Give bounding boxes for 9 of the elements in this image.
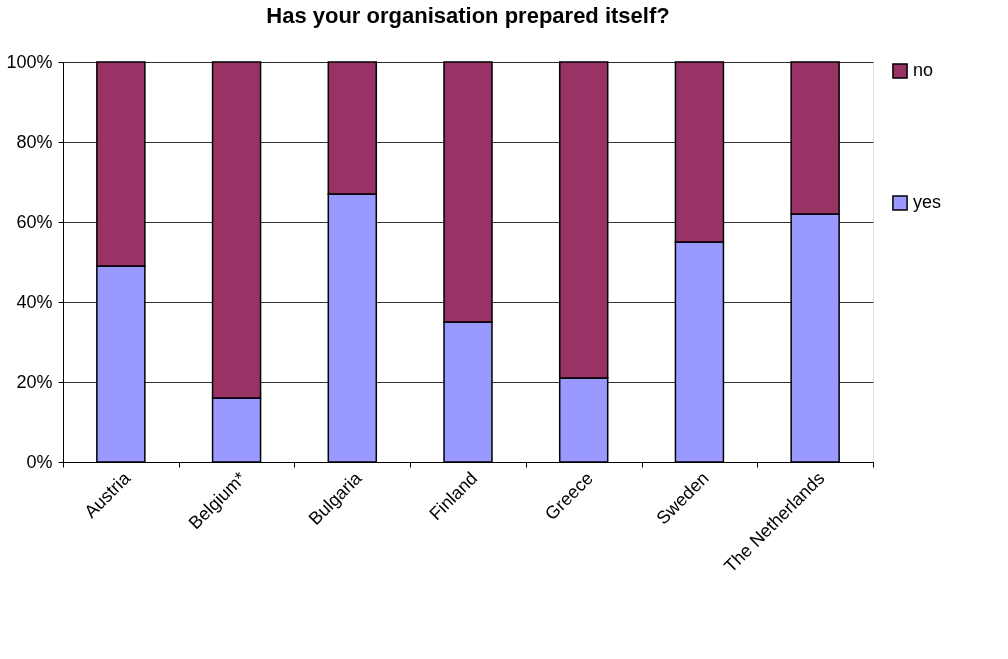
legend-label: yes: [913, 192, 942, 212]
y-tick-label: 0%: [26, 451, 53, 472]
y-tick-label: 80%: [16, 131, 53, 152]
chart-title: Has your organisation prepared itself?: [266, 3, 670, 28]
y-tick-label: 100%: [6, 51, 53, 72]
y-tick-label: 20%: [16, 371, 53, 392]
legend-label: no: [913, 60, 934, 80]
y-tick-label: 40%: [16, 291, 53, 312]
y-tick-label: 60%: [16, 211, 53, 232]
